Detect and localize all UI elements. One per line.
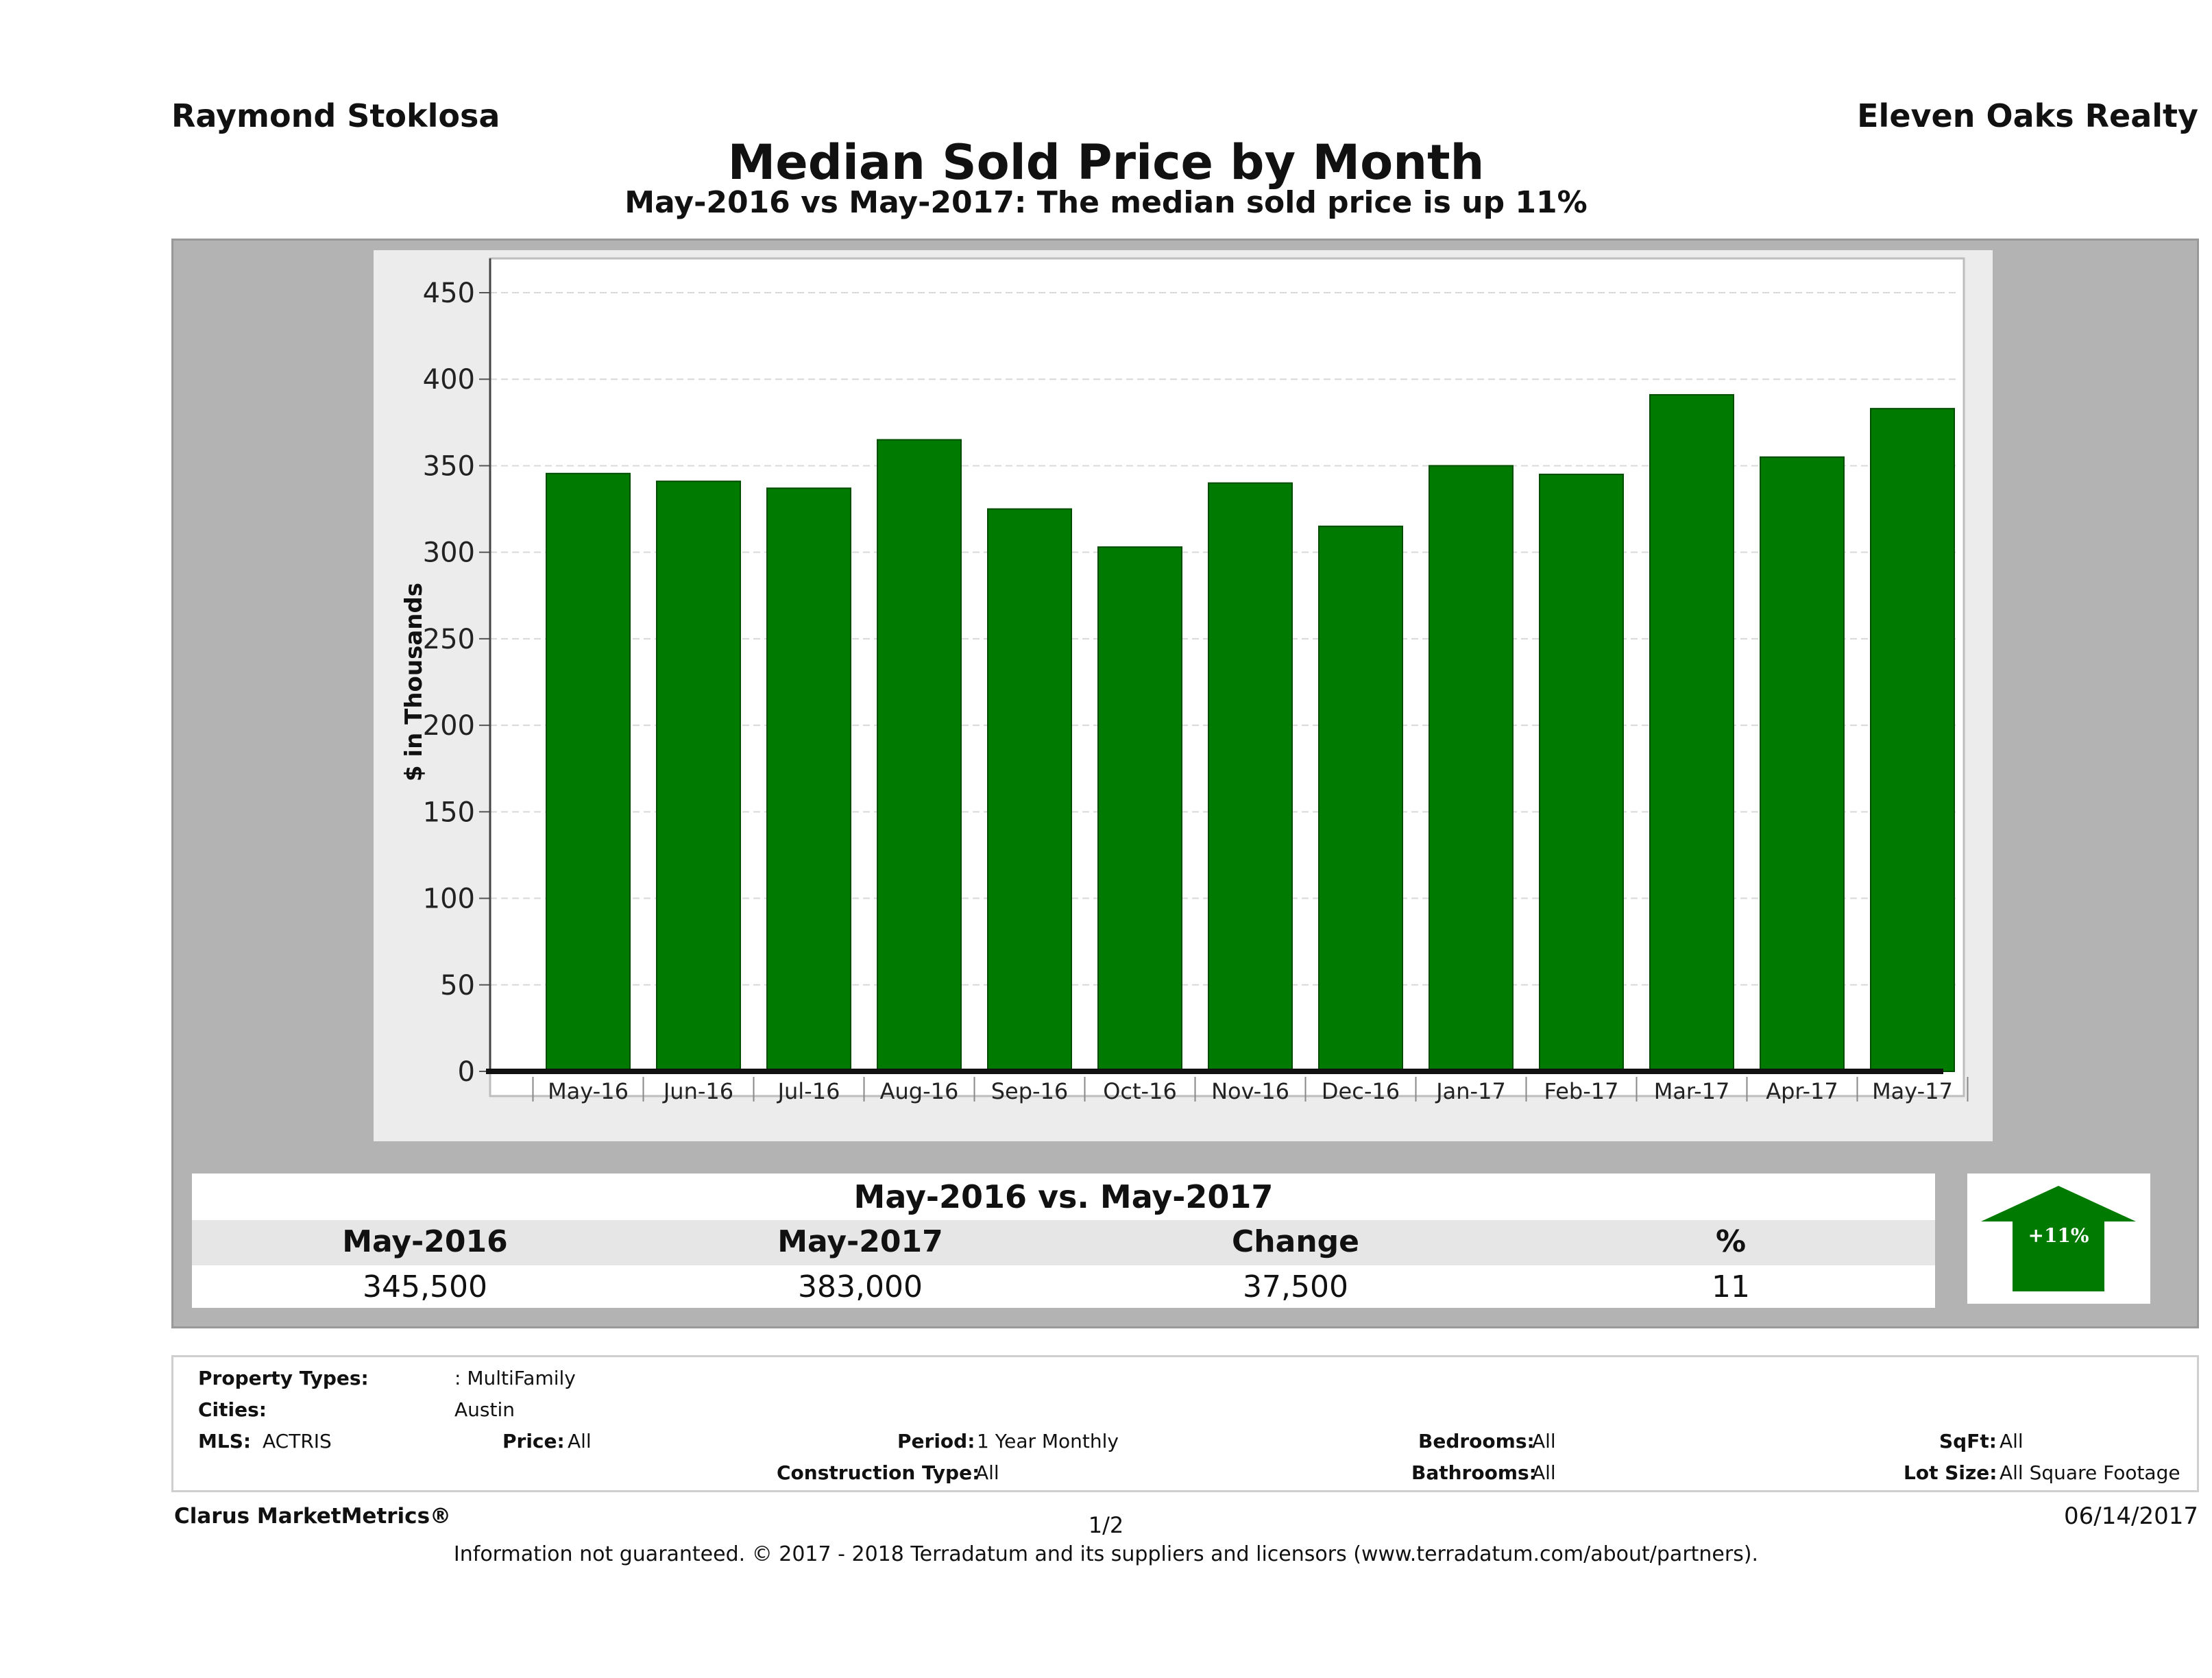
y-tick-label: 450 <box>423 278 475 309</box>
y-axis-label: $ in Thousands <box>400 583 428 781</box>
bedrooms-label: Bedrooms: <box>1418 1430 1535 1452</box>
x-tick-label: May-17 <box>1872 1078 1953 1104</box>
price-value: All <box>568 1430 592 1452</box>
bathrooms-value: All <box>1532 1461 1556 1484</box>
bar <box>1429 465 1514 1072</box>
agent-name: Raymond Stoklosa <box>171 97 500 134</box>
value-may-2017: 383,000 <box>798 1269 923 1304</box>
change-badge-text: +11% <box>2028 1224 2089 1247</box>
x-tick-label: Nov-16 <box>1211 1078 1289 1104</box>
property-types-value: : MultiFamily <box>454 1367 576 1389</box>
criteria-box: Property Types: : MultiFamily Cities: Au… <box>171 1355 2199 1492</box>
bars <box>546 393 1955 1073</box>
lot-size-label: Lot Size: <box>1904 1461 1997 1484</box>
y-tick-label: 100 <box>423 884 475 915</box>
lot-size-value: All Square Footage <box>2000 1461 2180 1484</box>
bar <box>1097 546 1182 1072</box>
bar-chart: 0 50 100 150 200 250 300 350 400 450 May-16 Jun-16 J… <box>400 257 1969 1104</box>
comparison-table: May-2016 vs. May-2017 May-2016 May-2017 … <box>192 1174 1935 1309</box>
x-tick-label: Jan-17 <box>1435 1078 1506 1104</box>
value-change: 37,500 <box>1243 1269 1348 1304</box>
sqft-value: All <box>2000 1430 2023 1452</box>
mls-label: MLS: <box>198 1430 252 1452</box>
value-may-2016: 345,500 <box>363 1269 487 1304</box>
header-may-2016: May-2016 <box>342 1224 508 1259</box>
header-change: Change <box>1232 1224 1359 1259</box>
comparison-value-row: 345,500 383,000 37,500 11 <box>192 1265 1935 1308</box>
construction-type-label: Construction Type: <box>777 1461 980 1484</box>
x-tick-label: May-16 <box>548 1078 629 1104</box>
x-tick-label: Mar-17 <box>1654 1078 1730 1104</box>
comparison-header-row: May-2016 May-2017 Change % <box>192 1220 1935 1265</box>
y-tick-label: 350 <box>423 450 475 482</box>
mls-value: ACTRIS <box>263 1430 332 1452</box>
x-tick-label: Dec-16 <box>1322 1078 1400 1104</box>
property-types-label: Property Types: <box>198 1367 369 1389</box>
page-number: 1/2 <box>1088 1512 1124 1538</box>
disclaimer: Information not guaranteed. © 2017 - 201… <box>453 1542 1759 1566</box>
bar <box>1760 456 1845 1073</box>
x-tick-label: Aug-16 <box>880 1078 959 1104</box>
brokerage-name: Eleven Oaks Realty <box>1857 97 2198 134</box>
x-tick-label: Sep-16 <box>991 1078 1069 1104</box>
up-arrow-icon: +11% <box>1981 1186 2136 1291</box>
bar <box>877 439 962 1073</box>
up-arrow-shape <box>1981 1186 2136 1291</box>
change-badge: +11% <box>1967 1174 2150 1304</box>
value-percent: 11 <box>1712 1269 1750 1304</box>
x-tick-label: Oct-16 <box>1103 1078 1177 1104</box>
y-tick-label: 150 <box>423 797 475 828</box>
bedrooms-value: All <box>1532 1430 1556 1452</box>
bar <box>1649 393 1734 1073</box>
bar <box>546 472 631 1072</box>
bar <box>1539 474 1624 1073</box>
header-may-2017: May-2017 <box>777 1224 943 1259</box>
bar <box>656 481 741 1073</box>
bar <box>1318 525 1403 1072</box>
x-tick-label: Jun-16 <box>662 1078 733 1104</box>
bar <box>1208 482 1293 1072</box>
x-tick-label: Apr-17 <box>1766 1078 1838 1104</box>
x-tick-label: Feb-17 <box>1544 1078 1619 1104</box>
report-date: 06/14/2017 <box>2064 1503 2198 1530</box>
bar <box>987 508 1072 1072</box>
chart-frame: 0 50 100 150 200 250 300 350 400 450 May-16 Jun-16 J… <box>374 250 1993 1141</box>
sqft-label: SqFt: <box>1939 1430 1997 1452</box>
cities-label: Cities: <box>198 1398 267 1421</box>
construction-type-value: All <box>975 1461 999 1484</box>
axes: 0 50 100 150 200 250 300 350 400 450 May-16 Jun-16 J… <box>423 258 1969 1104</box>
comparison-title: May-2016 vs. May-2017 <box>192 1174 1935 1220</box>
bar <box>766 487 851 1072</box>
y-tick-label: 300 <box>423 537 475 569</box>
header-percent: % <box>1715 1224 1747 1259</box>
brand-label: Clarus MarketMetrics® <box>174 1504 452 1529</box>
period-label: Period: <box>897 1430 975 1452</box>
bathrooms-label: Bathrooms: <box>1411 1461 1537 1484</box>
y-tick-label: 400 <box>423 364 475 396</box>
cities-value: Austin <box>454 1398 515 1421</box>
y-tick-label: 250 <box>423 624 475 655</box>
chart-title: Median Sold Price by Month <box>727 134 1485 191</box>
chart-subtitle: May-2016 vs May-2017: The median sold pr… <box>624 185 1588 220</box>
period-value: 1 Year Monthly <box>977 1430 1119 1452</box>
y-tick-label: 200 <box>423 710 475 742</box>
y-tick-label: 50 <box>440 970 475 1001</box>
x-tick-label: Jul-16 <box>777 1078 840 1104</box>
bar <box>1870 408 1955 1073</box>
price-label: Price: <box>502 1430 565 1452</box>
y-tick-label: 0 <box>458 1056 475 1088</box>
